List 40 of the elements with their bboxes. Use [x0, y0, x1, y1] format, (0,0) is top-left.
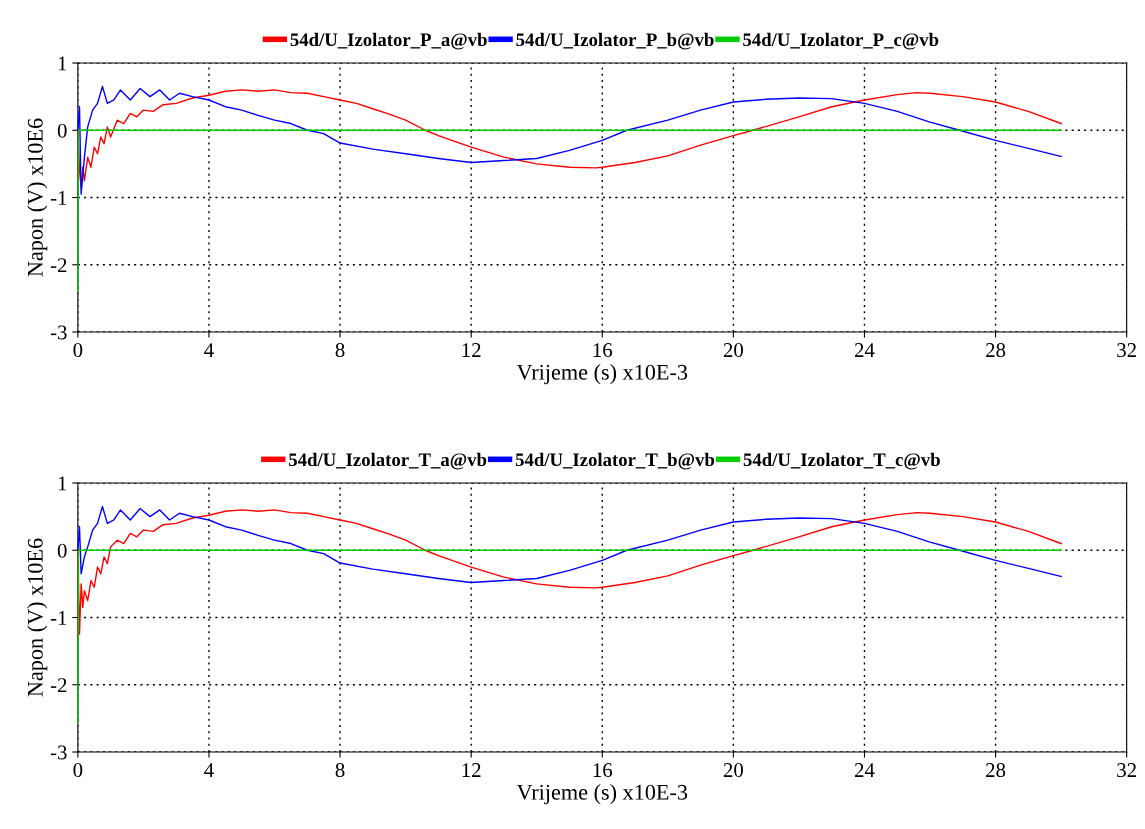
line-series: [77, 505, 1062, 584]
y-tick-label: 0: [57, 543, 67, 558]
y-tick-label: -3: [50, 325, 67, 340]
y-tick-label: 1: [58, 476, 67, 491]
x-tick-label: 24: [854, 343, 875, 357]
x-tick-label: 32: [1117, 343, 1136, 358]
y-axis-title: Napon (V) x10E6: [27, 118, 48, 277]
x-tick-label: 8: [335, 763, 345, 778]
line-series: [77, 509, 1062, 636]
legend-label: 54d/U_Izolator_P_b@vb: [516, 32, 714, 50]
x-tick-label: 20: [723, 343, 743, 358]
x-tick-label: 20: [723, 763, 743, 778]
x-tick-label: 28: [986, 343, 1006, 358]
legend-label: 54d/U_Izolator_T_c@vb: [743, 452, 940, 470]
x-tick-label: 24: [854, 763, 875, 777]
x-tick-label: 16: [593, 763, 613, 778]
x-axis-title: Vrijeme (s) x10E-3: [516, 364, 688, 385]
x-tick-label: 12: [462, 343, 481, 357]
y-axis-title: Napon (V) x10E6: [27, 538, 48, 697]
y-tick-label: -3: [50, 745, 67, 760]
x-tick-label: 4: [204, 343, 214, 357]
x-tick-label: 12: [462, 763, 481, 777]
legend-label: 54d/U_Izolator_P_c@vb: [743, 32, 939, 50]
y-tick-label: -1: [50, 610, 67, 625]
y-tick-label: -2: [50, 678, 67, 692]
x-tick-label: 0: [73, 343, 83, 358]
y-tick-label: 0: [57, 123, 67, 138]
y-tick-label: 1: [58, 56, 67, 71]
legend-label: 54d/U_Izolator_T_a@vb: [289, 452, 487, 470]
x-tick-label: 8: [335, 343, 345, 358]
y-tick-label: -2: [50, 258, 67, 272]
x-tick-label: 28: [986, 763, 1006, 778]
x-tick-label: 16: [593, 343, 613, 358]
legend-label: 54d/U_Izolator_T_b@vb: [515, 452, 715, 470]
x-tick-label: 4: [204, 763, 214, 777]
y-tick-label: -1: [50, 190, 67, 205]
x-tick-label: 32: [1117, 763, 1136, 778]
x-axis-title: Vrijeme (s) x10E-3: [516, 784, 688, 805]
x-tick-label: 0: [73, 763, 83, 778]
legend-label: 54d/U_Izolator_P_a@vb: [290, 32, 487, 50]
